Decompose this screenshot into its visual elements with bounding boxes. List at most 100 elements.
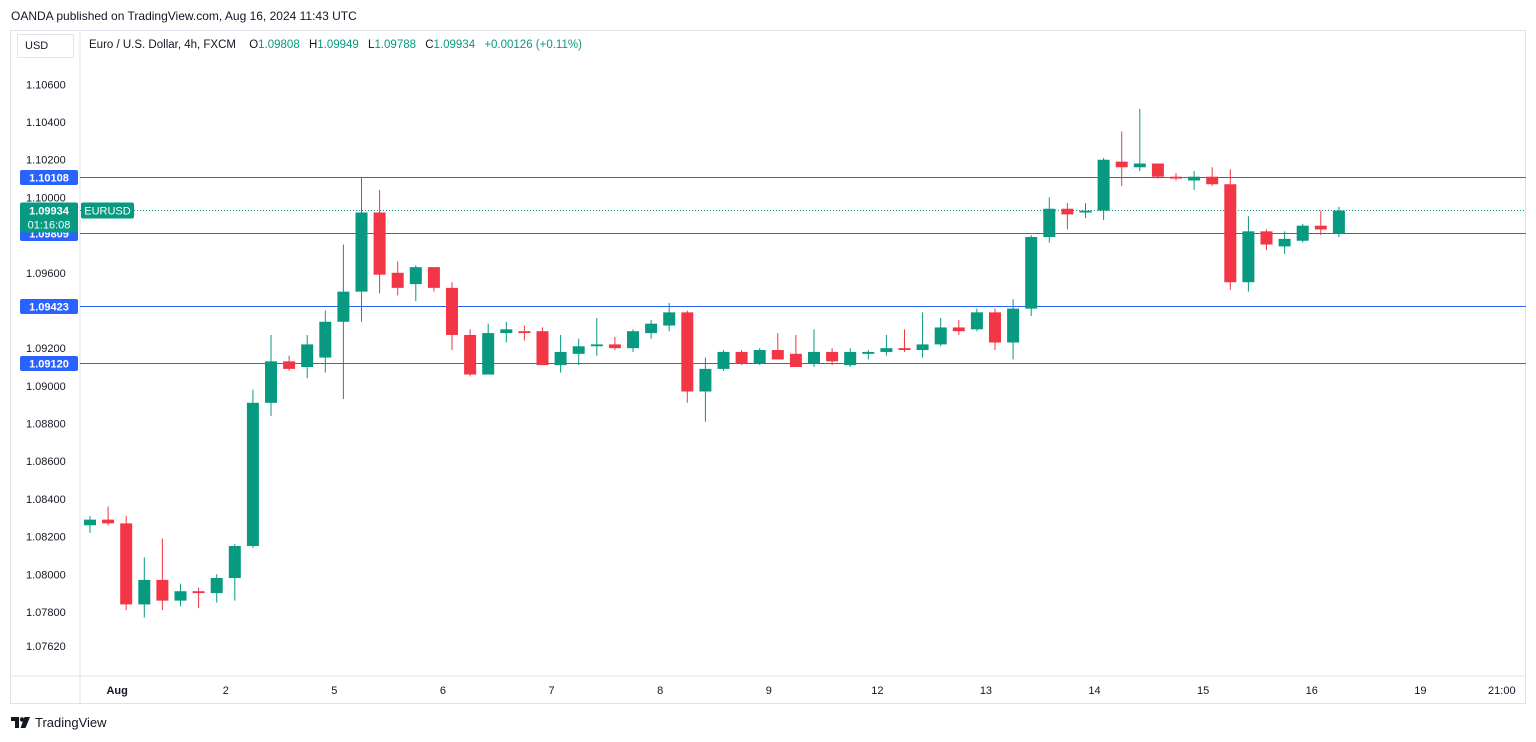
candle-body (771, 350, 784, 360)
candle-body (753, 350, 766, 364)
last-price-label: 1.09934 (29, 206, 70, 218)
candle-body (627, 331, 639, 349)
candle-body (1151, 163, 1164, 177)
candle-body (808, 351, 820, 364)
candle (1007, 299, 1020, 360)
candle (84, 515, 96, 533)
candle-body (1097, 159, 1110, 211)
candle-body (391, 272, 404, 288)
candle (482, 323, 495, 375)
candle-body (789, 353, 802, 367)
candle (1170, 172, 1182, 181)
candle (1296, 223, 1309, 243)
candle (120, 515, 133, 611)
candle-body (500, 329, 513, 334)
candle (1115, 131, 1128, 187)
x-tick-label: 9 (766, 685, 772, 697)
level-label: 1.09120 (29, 359, 69, 371)
y-tick-label: 1.10000 (26, 192, 66, 204)
candle-body (120, 523, 133, 605)
candle (663, 302, 676, 332)
candle (102, 506, 115, 526)
candle-body (301, 344, 314, 367)
x-tick-label: 19 (1414, 685, 1426, 697)
x-tick-label: 15 (1197, 685, 1209, 697)
candle-body (464, 334, 477, 375)
candle (1242, 216, 1255, 292)
candle (1097, 157, 1110, 221)
candle-body (283, 361, 296, 369)
y-tick-label: 1.08800 (26, 419, 66, 431)
candle (518, 325, 531, 341)
candle (1061, 203, 1074, 230)
candle (1278, 231, 1291, 254)
candle-body (1224, 184, 1237, 283)
candle (301, 334, 314, 379)
candle (789, 334, 802, 367)
candle (554, 334, 567, 373)
candle-body (717, 351, 730, 369)
candle-body (102, 519, 115, 524)
candle-body (1007, 308, 1020, 343)
candle (808, 329, 820, 367)
candle (989, 308, 1001, 351)
y-tick-label: 1.08600 (26, 456, 66, 468)
candle (210, 574, 223, 603)
y-tick-label: 1.07620 (26, 641, 66, 653)
y-tick-label: 1.10400 (26, 117, 66, 129)
candle (1314, 210, 1327, 236)
candle-body (1170, 176, 1182, 179)
candle-body (536, 331, 549, 366)
candle-body (337, 291, 350, 322)
tradingview-logo[interactable]: TradingView (11, 715, 107, 730)
candle (500, 321, 513, 343)
y-tick-label: 1.10600 (26, 79, 66, 91)
candle (608, 336, 621, 351)
candle-body (844, 351, 857, 366)
x-tick-label: 16 (1306, 685, 1318, 697)
high-label: H (308, 39, 318, 51)
y-tick-label: 1.07800 (26, 607, 66, 619)
candle-body (572, 346, 585, 354)
candle-body (952, 327, 965, 332)
open-value: 1.09808 (258, 39, 300, 51)
price-labels: 1.101081.098091.094231.091201.0993401:16… (20, 170, 134, 371)
candle-body (970, 312, 983, 330)
candle (265, 334, 277, 416)
candle-body (138, 579, 151, 605)
candle (771, 333, 784, 360)
candle-body (1043, 208, 1056, 237)
candle (1079, 203, 1092, 219)
candle (174, 583, 187, 607)
candle-body (1188, 176, 1201, 181)
candle-body (898, 348, 911, 351)
candle-body (862, 351, 875, 354)
candle (970, 308, 983, 332)
candle-body (409, 267, 422, 285)
y-tick-label: 1.08400 (26, 494, 66, 506)
y-tick-label: 1.10200 (26, 155, 66, 167)
candles (84, 108, 1345, 618)
candle-body (265, 361, 277, 403)
candle-body (554, 351, 567, 366)
candle-body (1332, 210, 1345, 234)
candle-body (989, 312, 1001, 343)
x-tick-label: 5 (331, 685, 337, 697)
candle-body (355, 212, 368, 292)
candle (192, 587, 205, 609)
candle-body (1025, 236, 1038, 309)
candle-body (1278, 238, 1291, 247)
tradingview-brand: TradingView (35, 715, 107, 730)
candle-body (645, 323, 658, 334)
chart-frame (10, 30, 1526, 704)
x-tick-label: Aug (106, 685, 127, 697)
candle-body (210, 578, 223, 594)
currency-selector[interactable]: USD (17, 34, 74, 58)
candle-body (1314, 225, 1327, 230)
y-tick-label: 1.09600 (26, 268, 66, 280)
x-tick-label: 14 (1088, 685, 1100, 697)
candle (862, 350, 875, 360)
candle-body (1115, 161, 1128, 168)
candle (409, 265, 422, 302)
